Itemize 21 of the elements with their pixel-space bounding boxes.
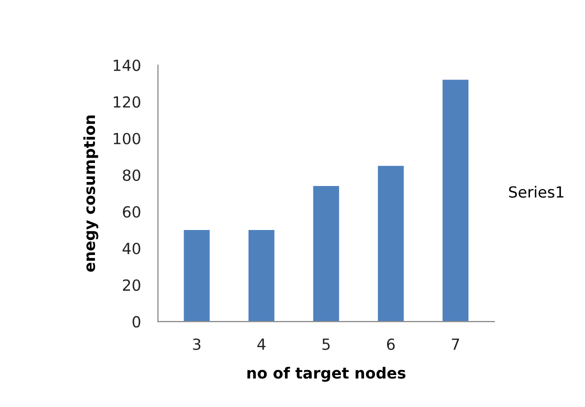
- x-tick-label: 5: [322, 338, 330, 350]
- bar: [378, 166, 404, 322]
- bar: [442, 80, 468, 322]
- x-tick-label: 4: [257, 338, 266, 350]
- bar: [184, 230, 210, 322]
- y-tick-label: 120: [114, 96, 140, 108]
- bar: [313, 186, 340, 322]
- bar: [248, 230, 274, 322]
- y-tick-label: 140: [114, 60, 140, 72]
- y-tick-label: 40: [122, 242, 140, 254]
- y-tick-label: 60: [122, 206, 140, 218]
- y-tick-label: 20: [122, 279, 140, 291]
- x-tick-label: 6: [387, 338, 395, 350]
- y-axis-title: enegy cosumption: [83, 115, 98, 272]
- y-tick-label: 80: [122, 169, 140, 182]
- x-axis-title: no of target nodes: [247, 366, 406, 382]
- y-tick-label: 0: [132, 316, 140, 328]
- x-tick-label: 7: [452, 338, 460, 350]
- text: Series1: [509, 186, 564, 198]
- x-tick-label: 3: [193, 338, 200, 350]
- y-tick-label: 100: [114, 132, 140, 144]
